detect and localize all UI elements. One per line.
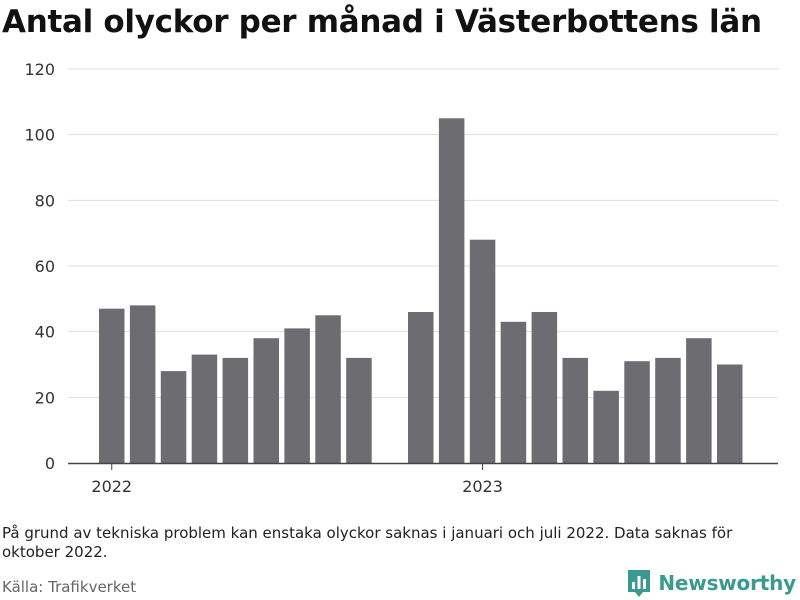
bar xyxy=(284,328,310,463)
y-tick-label: 20 xyxy=(35,388,55,407)
bar xyxy=(315,315,341,464)
y-axis-ticks: 0 20 40 60 80 100 120 xyxy=(24,60,55,473)
x-axis-ticks: 2022 2023 xyxy=(91,463,503,496)
bar xyxy=(346,357,372,463)
x-tick-label: 2022 xyxy=(91,477,132,496)
bar xyxy=(562,357,588,463)
bar xyxy=(129,305,156,463)
bar xyxy=(593,390,619,463)
y-tick-label: 0 xyxy=(45,454,55,473)
y-tick-label: 80 xyxy=(35,191,55,210)
bar xyxy=(500,321,527,463)
bar xyxy=(717,364,743,463)
chart-title: Antal olyckor per månad i Västerbottens … xyxy=(2,4,762,40)
bar xyxy=(253,338,279,463)
bar xyxy=(408,312,434,463)
y-tick-label: 40 xyxy=(35,323,55,342)
y-tick-label: 120 xyxy=(24,60,55,79)
bar xyxy=(160,371,187,463)
brand-logo: Newsworthy xyxy=(626,568,796,598)
bar xyxy=(222,357,249,463)
newsworthy-bar-chart-logo-icon xyxy=(628,570,651,597)
bar xyxy=(99,308,125,463)
bars xyxy=(99,118,743,464)
bar xyxy=(531,312,558,463)
footnote: På grund av tekniska problem kan enstaka… xyxy=(2,524,733,561)
bar xyxy=(191,354,218,463)
y-tick-label: 60 xyxy=(35,257,55,276)
bar-chart: 0 20 40 60 80 100 120 2022 2023 xyxy=(24,60,778,496)
y-tick-label: 100 xyxy=(24,126,55,145)
bar xyxy=(469,239,496,463)
source-credit: Källa: Trafikverket xyxy=(2,578,137,596)
bar xyxy=(624,361,650,463)
bar xyxy=(686,338,712,463)
x-tick-label: 2023 xyxy=(462,477,503,496)
bar xyxy=(655,357,681,463)
brand-name: Newsworthy xyxy=(658,571,796,595)
bar xyxy=(438,118,465,464)
